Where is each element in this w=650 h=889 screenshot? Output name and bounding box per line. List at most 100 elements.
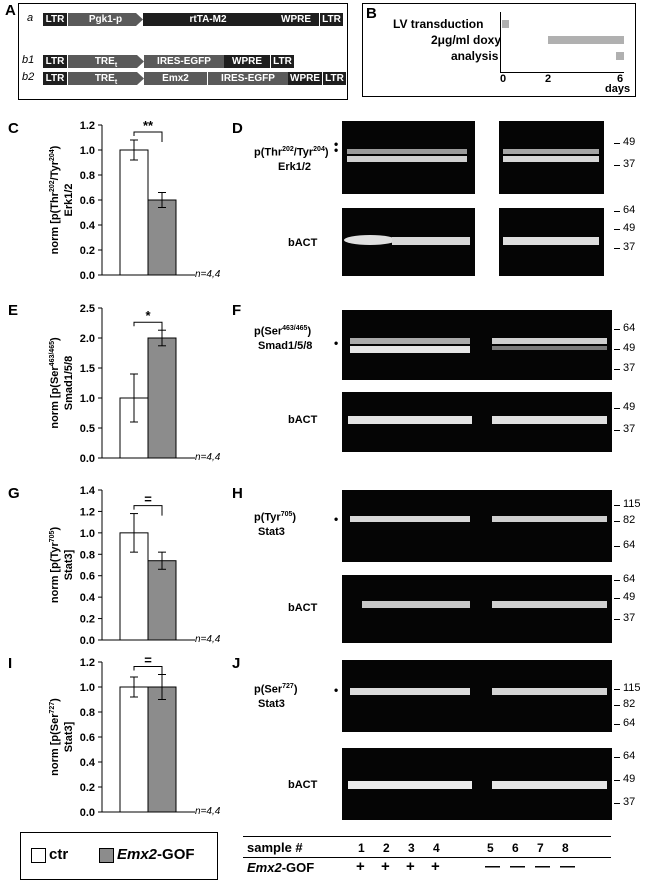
blot-label-stat3-ser: p(Ser727) Stat3 [254,683,298,710]
genotype-sign: + [381,858,390,875]
y-tick-label: 1.2 [80,506,95,518]
legend-label-ctr: ctr [49,846,69,863]
legend: ctr Emx2-GOF [20,832,218,880]
y-tick-label: 1.0 [80,528,95,540]
sample-number: 6 [512,841,519,855]
blot-erk-left [342,121,475,194]
blot-bact-d-right [499,208,604,276]
construct-box: a LTR Pgk1-p rtTA-M2 WPRE LTR b1 LTR TRE… [18,3,348,100]
blot-erk-right [499,121,604,194]
mw-marker: 64 [613,573,636,585]
y-axis-label: norm [p(Ser463/465)Smad1/5/8 [49,337,75,429]
tre-segment: TREt [68,55,144,68]
blot-stat3-tyr [342,490,612,562]
blot-label-erk: p(Thr202/Tyr204) Erk1/2 [254,146,329,173]
significance-label: = [144,492,152,507]
y-tick-label: 0.2 [80,614,95,626]
bar-gof [147,686,177,813]
legend-swatch-gof [99,848,114,863]
sample-number: 2 [383,841,390,855]
blot-bact-h [342,575,612,643]
construct-label-b1: b1 [22,54,35,66]
analysis-bar [616,52,624,60]
timeline-box: LV transduction 2μg/ml doxy analysis 0 2… [362,3,636,97]
blot-bact-f [342,392,612,452]
construct-label-b2: b2 [22,71,35,83]
timeline-tick: 6 [617,73,624,85]
y-tick-label: 1.2 [80,120,95,132]
bar-chart-i: 0.0 0.2 0.4 0.6 0.8 1.0 1.2 = n=4,4 norm [p(Ser72… [49,653,221,820]
y-tick-label: 0.0 [80,807,95,819]
sample-number: 5 [487,841,494,855]
legend-label-gof: Emx2-GOF [117,846,195,863]
ltr-segment: LTR [43,72,67,85]
genotype-sign: + [356,858,365,875]
n-label: n=4,4 [195,806,221,817]
sample-number: 1 [358,841,365,855]
band-marker: • [334,512,339,526]
construct-label-a: a [27,12,34,24]
y-tick-label: 1.0 [80,682,95,694]
genotype-sign: — [535,858,550,875]
y-tick-label: 1.4 [80,485,96,497]
mw-marker: 37 [613,796,636,808]
timeline-row-analysis: analysis [451,49,499,63]
genotype-sign: — [560,858,575,875]
bar-ctr [119,149,149,276]
bar-chart-e: 0.0 0.5 1.0 1.5 2.0 2.5 * n=4,4 norm [p(Ser463/4… [49,303,221,465]
significance-bracket [133,321,163,333]
bar-gof [147,560,177,641]
bar-chart-c: 0.0 0.2 0.4 0.6 0.8 1.0 1.2 ** n=4,4 norm [p(Thr2… [49,118,221,282]
panel-label-d: D [232,120,243,137]
mw-marker: 82 [613,698,636,710]
mw-marker: 64 [613,204,636,216]
mw-marker: 49 [613,401,636,413]
y-tick-label: 0.8 [80,707,95,719]
mw-marker: 64 [613,717,636,729]
mw-marker: 64 [613,539,636,551]
n-label: n=4,4 [195,269,221,280]
emx2-segment: Emx2 [144,72,208,85]
transduction-bar [502,20,509,28]
y-tick-label: 0.6 [80,571,95,583]
panel-label-g: G [8,485,20,502]
band-marker: • [334,336,339,350]
wpre-segment: WPRE [288,72,322,85]
promoter-segment: Pgk1-p [68,13,143,26]
significance-label: ** [143,118,154,133]
y-tick-label: 0.4 [80,220,96,232]
y-axis-label: norm [p(Thr202/Tyr204)Erk1/2 [49,145,75,254]
mw-marker: 64 [613,750,636,762]
mw-marker: 115 [614,682,641,694]
genotype-row-label: Emx2-GOF [247,860,315,875]
y-tick-label: 2.0 [80,333,95,345]
blot-label-bact: bACT [288,779,318,791]
panel-label-h: H [232,485,243,502]
timeline-tick: 0 [500,73,507,85]
panel-label-e: E [8,302,19,319]
panel-label-j: J [232,655,241,672]
blot-bact-j [342,748,612,820]
timeline-row-transduction: LV transduction [393,17,484,31]
timeline-row-doxy: 2μg/ml doxy [431,33,502,47]
y-tick-label: 1.2 [80,657,95,669]
y-tick-label: 0.8 [80,549,95,561]
significance-bracket [133,131,163,142]
timeline-unit: days [605,83,631,95]
mw-marker: 37 [613,241,636,253]
timeline-axis [500,72,624,73]
y-tick-label: 0.2 [80,245,95,257]
bar-ctr [119,686,149,813]
significance-label: * [145,308,151,323]
blot-stat3-ser [342,660,612,732]
bar-gof [147,337,177,459]
ltr-segment: LTR [270,55,294,68]
mw-marker: 49 [613,342,636,354]
genotype-sign: + [431,858,440,875]
mw-marker: 49 [613,136,636,148]
mw-marker: 49 [613,222,636,234]
mw-marker: 37 [613,158,636,170]
band-marker: • • [334,137,339,157]
mw-marker: 115 [614,498,641,510]
y-tick-label: 1.5 [80,363,95,375]
